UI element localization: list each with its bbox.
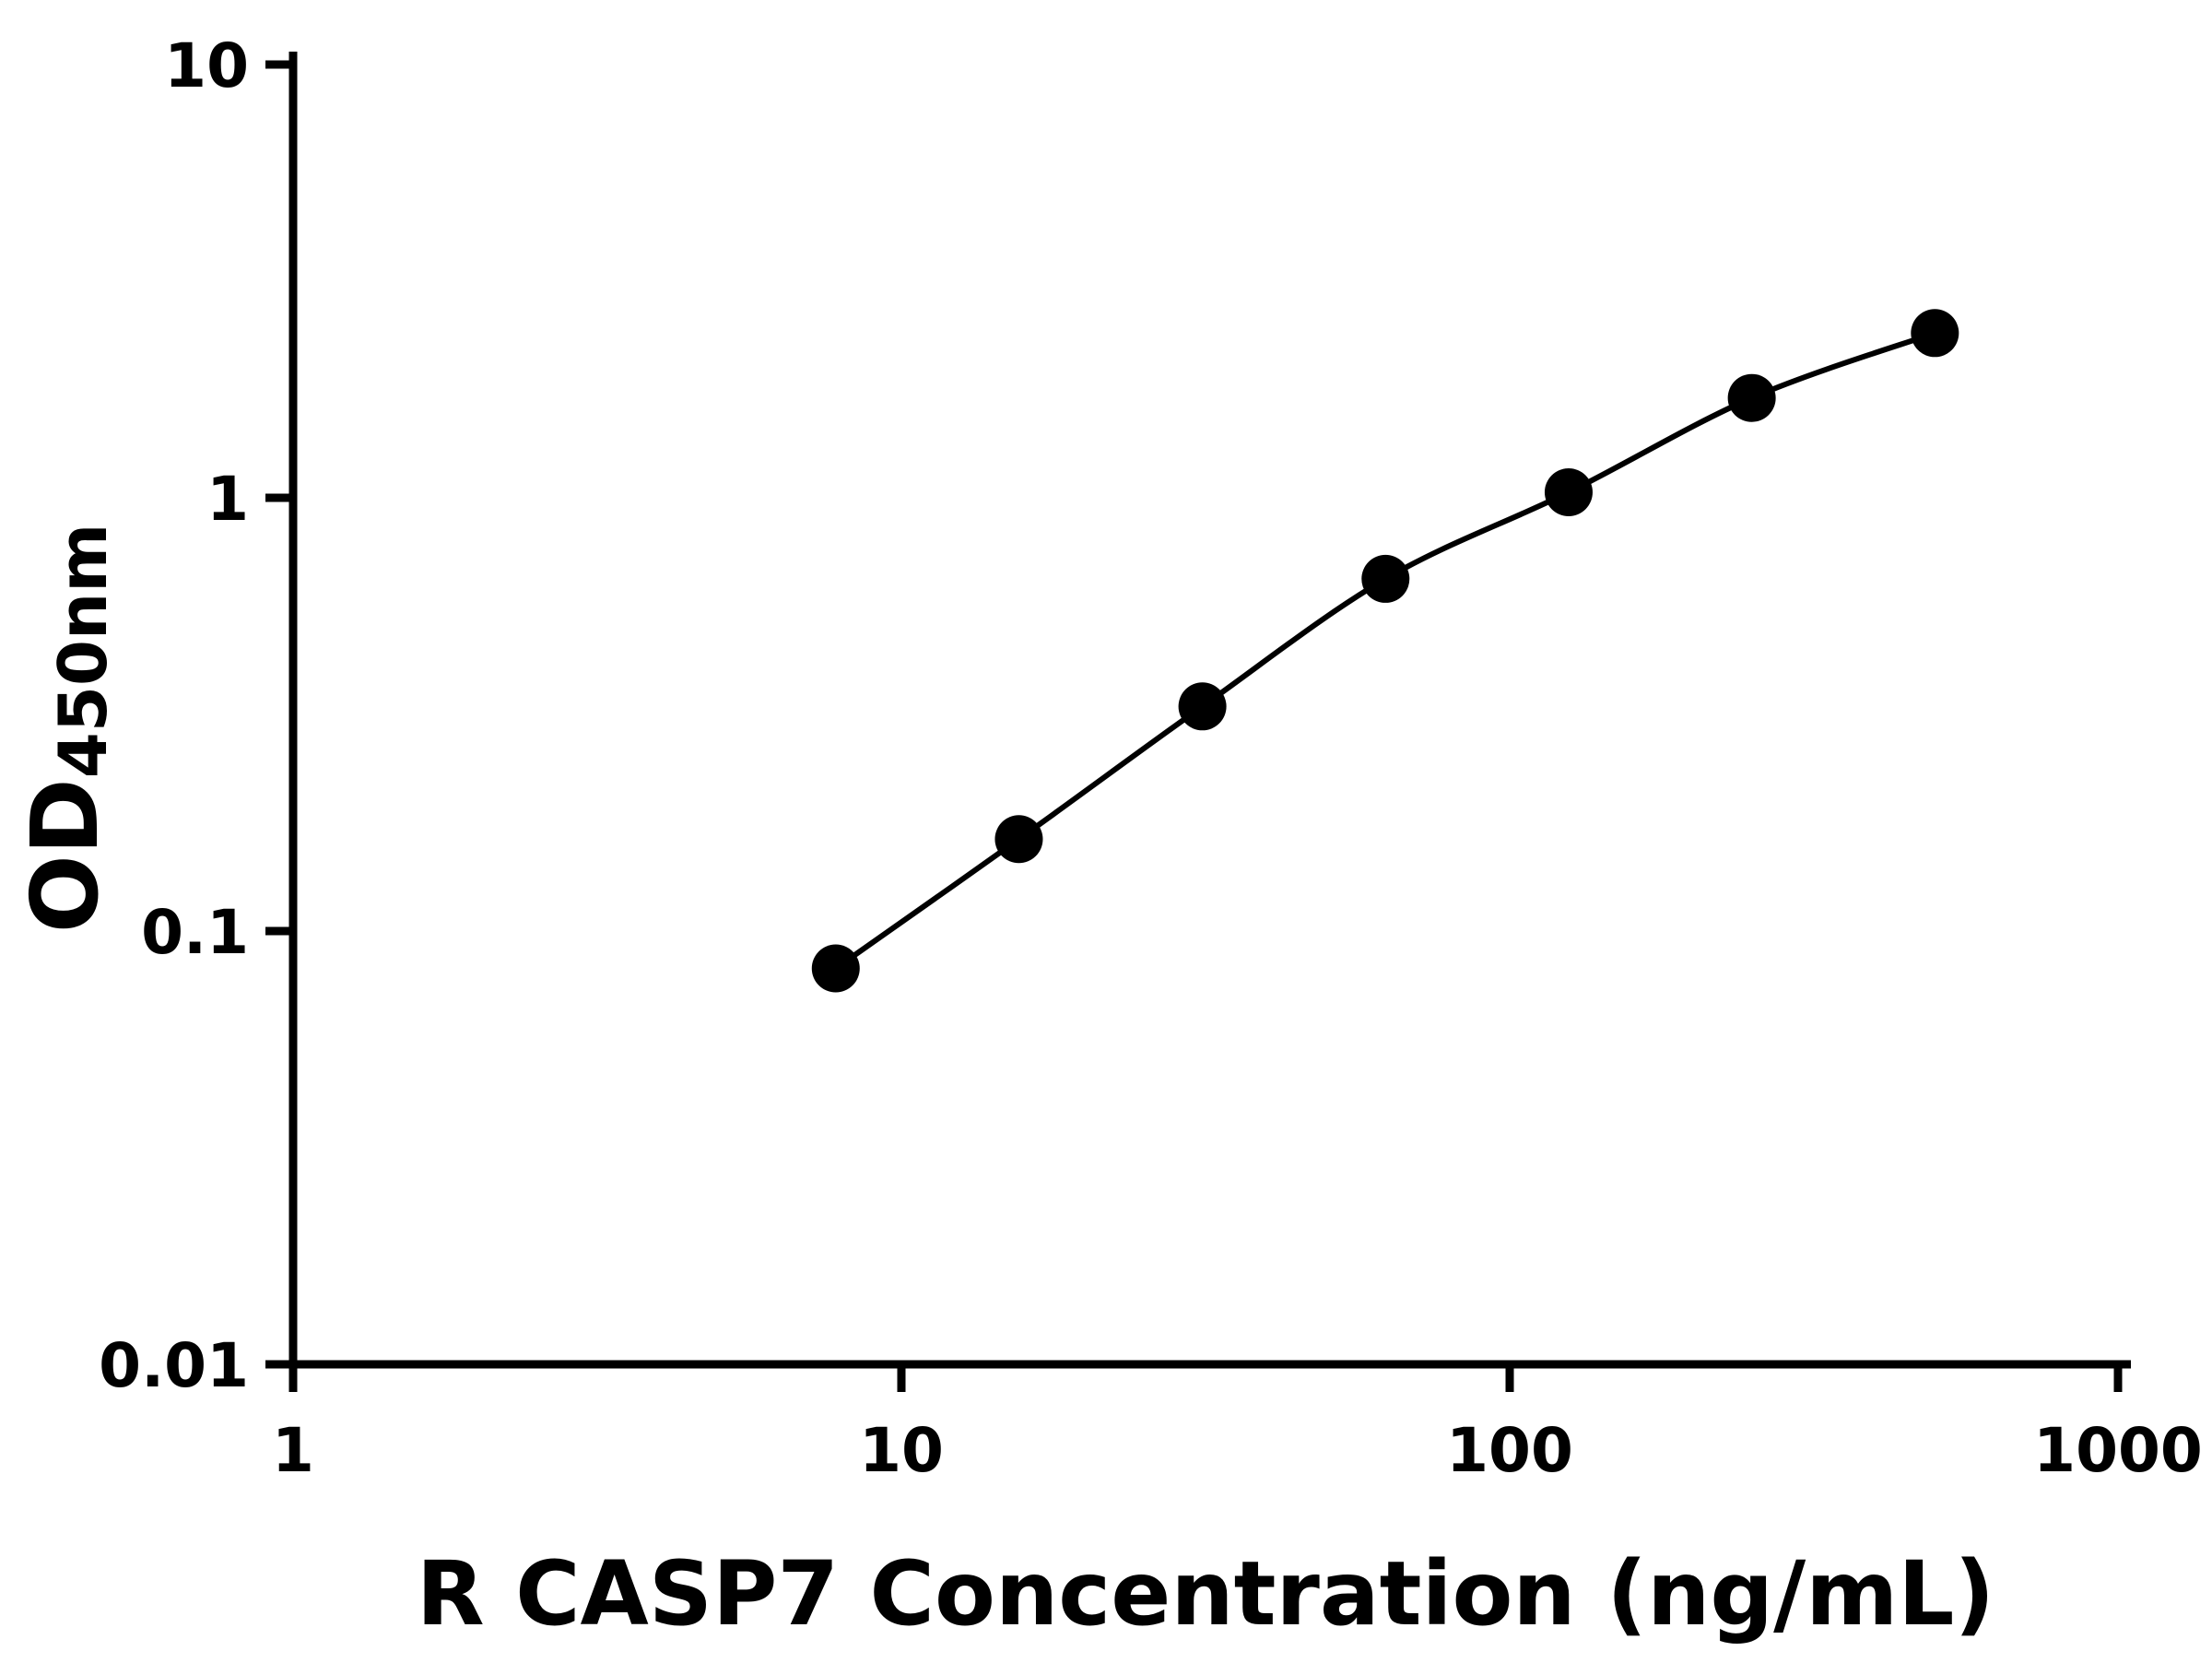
x-tick-label: 10 xyxy=(859,1415,944,1486)
data-point-marker xyxy=(1178,682,1227,731)
y-axis-label: OD450nm xyxy=(11,524,122,934)
x-tick-label: 100 xyxy=(1446,1415,1573,1486)
data-point-marker xyxy=(1911,309,1959,358)
data-point-marker xyxy=(1544,467,1593,516)
x-tick-label: 1 xyxy=(272,1415,314,1486)
y-tick-label: 10 xyxy=(164,30,249,101)
standard-curve-line xyxy=(834,330,1936,971)
data-point-marker xyxy=(1361,554,1410,603)
y-tick-label: 0.1 xyxy=(141,897,249,968)
data-point-marker xyxy=(994,815,1043,864)
x-axis-label: R CASP7 Concentration (ng/mL) xyxy=(417,1542,1995,1645)
x-tick-label: 1000 xyxy=(2033,1415,2203,1486)
y-tick-label: 1 xyxy=(206,464,249,535)
data-point-marker xyxy=(811,944,860,993)
y-tick-label: 0.01 xyxy=(99,1330,249,1401)
data-point-marker xyxy=(1727,373,1776,422)
